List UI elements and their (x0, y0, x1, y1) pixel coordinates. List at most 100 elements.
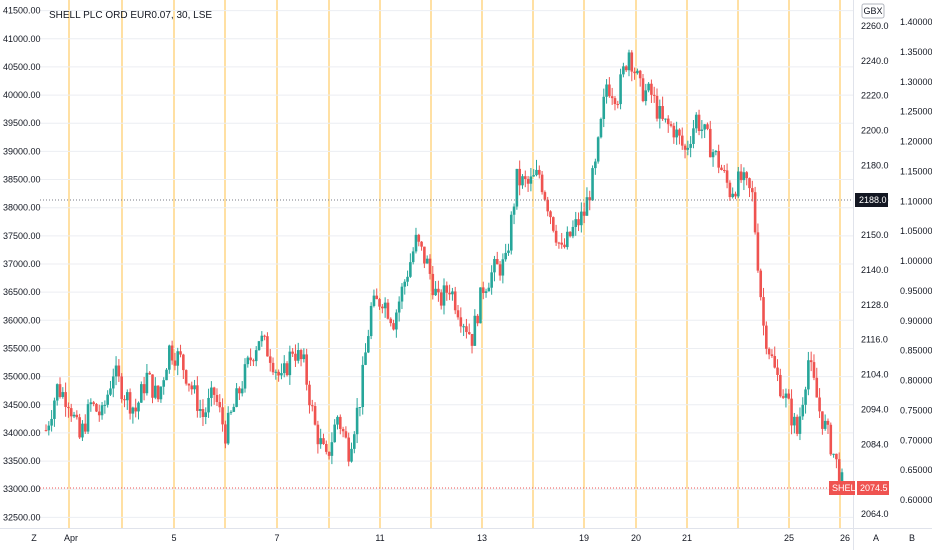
candle-body[interactable] (198, 409, 202, 411)
candle-body[interactable] (187, 383, 191, 386)
candle-body[interactable] (669, 124, 673, 126)
candle-body[interactable] (386, 302, 390, 319)
candle-body[interactable] (501, 259, 505, 276)
candle-body[interactable] (319, 438, 322, 445)
candle-body[interactable] (678, 129, 681, 136)
candle-body[interactable] (790, 398, 793, 426)
candle-body[interactable] (787, 393, 791, 399)
candle-body[interactable] (717, 150, 720, 168)
candle-body[interactable] (111, 376, 115, 389)
candle-body[interactable] (294, 353, 297, 361)
candle-body[interactable] (585, 197, 589, 216)
candle-body[interactable] (751, 188, 754, 193)
candle-body[interactable] (333, 424, 336, 443)
candle-body[interactable] (535, 169, 538, 176)
candle-body[interactable] (179, 351, 182, 355)
candle-body[interactable] (484, 291, 488, 293)
candle-body[interactable] (282, 363, 286, 374)
candle-body[interactable] (451, 291, 454, 295)
candle-body[interactable] (72, 414, 76, 417)
candle-body[interactable] (212, 387, 216, 395)
candle-body[interactable] (305, 354, 308, 385)
candle-body[interactable] (414, 234, 418, 252)
candle-body[interactable] (582, 211, 586, 216)
candle-body[interactable] (823, 420, 827, 429)
candle-body[interactable] (807, 360, 810, 390)
candle-body[interactable] (647, 83, 650, 91)
candle-body[interactable] (204, 412, 208, 418)
candle-body[interactable] (661, 106, 664, 120)
candle-body[interactable] (64, 392, 67, 407)
candle-body[interactable] (381, 306, 384, 309)
candle-body[interactable] (759, 270, 763, 298)
candle-body[interactable] (815, 377, 819, 398)
candle-body[interactable] (61, 392, 65, 397)
candle-body[interactable] (692, 128, 695, 144)
candle-body[interactable] (745, 172, 749, 179)
candle-body[interactable] (770, 354, 774, 357)
candle-body[interactable] (69, 408, 73, 417)
candle-body[interactable] (644, 90, 648, 102)
candle-body[interactable] (103, 404, 107, 406)
candle-body[interactable] (92, 402, 95, 404)
candle-body[interactable] (310, 405, 314, 407)
candle-body[interactable] (605, 84, 608, 97)
candle-body[interactable] (728, 182, 732, 198)
candle-body[interactable] (672, 125, 676, 138)
candle-body[interactable] (840, 472, 844, 485)
candles[interactable] (44, 49, 844, 492)
candle-body[interactable] (411, 251, 415, 263)
candle-body[interactable] (554, 230, 558, 243)
candle-body[interactable] (448, 292, 451, 295)
candle-body[interactable] (383, 302, 387, 309)
candle-body[interactable] (613, 98, 617, 105)
candle-body[interactable] (680, 135, 684, 146)
candle-body[interactable] (400, 286, 404, 302)
candle-body[interactable] (193, 385, 196, 390)
candle-body[interactable] (504, 252, 507, 260)
candle-body[interactable] (493, 259, 496, 273)
candle-body[interactable] (540, 174, 544, 193)
candle-body[interactable] (425, 258, 429, 264)
candle-body[interactable] (235, 388, 238, 407)
candle-body[interactable] (566, 231, 569, 248)
candle-body[interactable] (571, 226, 575, 237)
candle-body[interactable] (739, 171, 743, 181)
candle-body[interactable] (154, 385, 157, 398)
candle-body[interactable] (773, 356, 777, 368)
candle-body[interactable] (268, 356, 272, 363)
candle-body[interactable] (44, 430, 48, 432)
candle-body[interactable] (240, 388, 244, 394)
candle-body[interactable] (689, 143, 692, 148)
candle-body[interactable] (683, 145, 687, 150)
candle-body[interactable] (812, 362, 816, 378)
candle-body[interactable] (338, 416, 342, 429)
candle-body[interactable] (714, 150, 718, 153)
candle-body[interactable] (288, 351, 292, 376)
candle-body[interactable] (207, 397, 210, 413)
currency-box[interactable] (861, 3, 885, 19)
candle-body[interactable] (280, 373, 283, 376)
candle-body[interactable] (498, 264, 502, 276)
candle-body[interactable] (526, 178, 530, 184)
candle-body[interactable] (106, 394, 109, 405)
candle-body[interactable] (406, 276, 409, 282)
candle-body[interactable] (50, 418, 53, 426)
candle-body[interactable] (594, 161, 597, 169)
candle-body[interactable] (465, 326, 468, 333)
candle-body[interactable] (479, 287, 482, 324)
candle-body[interactable] (610, 96, 614, 99)
candle-body[interactable] (439, 292, 443, 306)
candle-body[interactable] (257, 341, 261, 351)
candle-body[interactable] (765, 325, 768, 349)
candle-body[interactable] (347, 437, 351, 462)
candle-body[interactable] (128, 392, 132, 414)
candle-body[interactable] (184, 370, 188, 384)
candle-body[interactable] (574, 219, 578, 227)
candle-body[interactable] (409, 262, 412, 277)
candle-body[interactable] (832, 453, 835, 455)
candle-body[interactable] (67, 406, 70, 409)
candle-body[interactable] (397, 301, 401, 313)
candle-body[interactable] (78, 417, 81, 438)
